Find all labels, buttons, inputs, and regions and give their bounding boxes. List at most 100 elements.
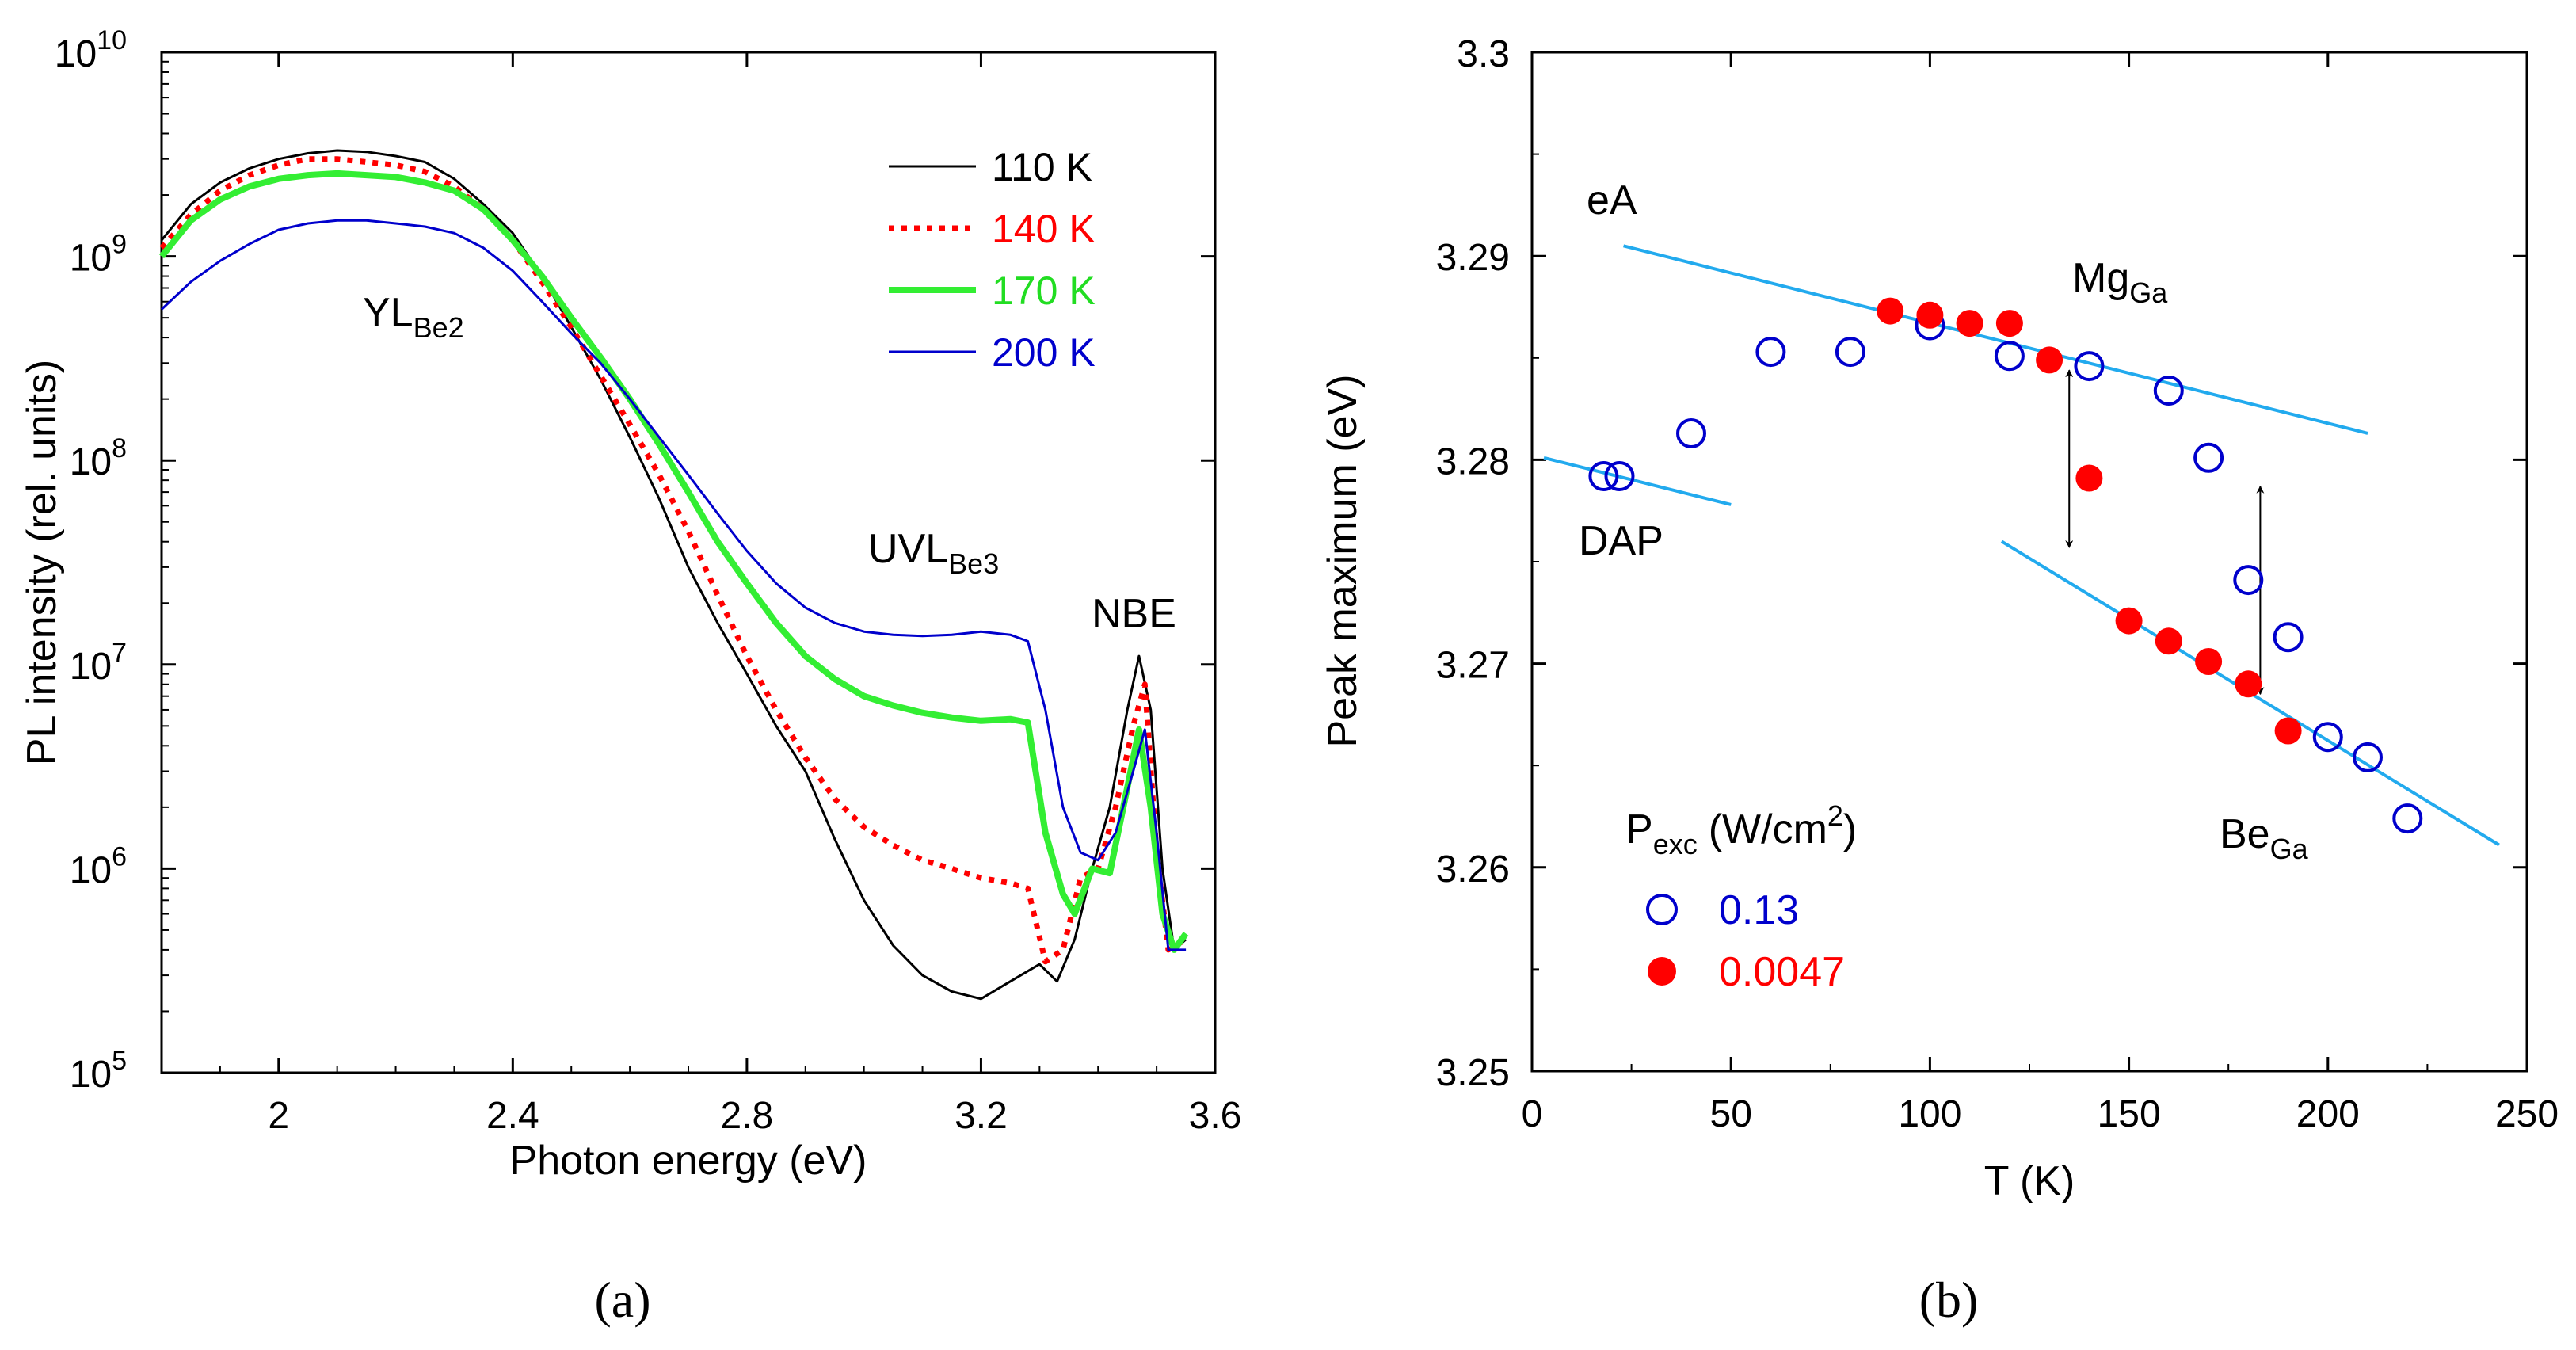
data-point-filled [2274,717,2302,745]
x-tick-label-b: 100 [1898,1093,1961,1135]
x-tick-label-a: 2.4 [486,1095,539,1137]
data-point-filled [1916,301,1944,329]
legend-b-marker-filled [1648,957,1676,986]
x-axis-label-a: Photon energy (eV) [510,1138,867,1184]
fit-line-dap [1543,456,1732,506]
x-tick-label-a: 2 [268,1095,289,1137]
y-tick-label-a-exp: 5 [112,1046,127,1076]
series-lines-a [158,149,1189,1001]
legend-a: 110 K 140 K 170 K 200 K [889,145,1096,375]
y-tick-label-b: 3.26 [1436,849,1510,890]
series-line-200-k [160,219,1187,951]
data-point-filled [1995,310,2023,338]
annotation-dap: DAP [1579,518,1663,564]
data-point-open [2273,622,2304,653]
y-tick-label-a-base: 10 [70,441,112,483]
fit-line-ea [1623,244,2368,435]
annotation-nbe: NBE [1092,591,1176,637]
annotation-yl-sub: Be2 [413,311,464,344]
data-point-filled [2115,607,2143,635]
annotation-ea: eA [1587,177,1637,223]
annotation-be-main: Be [2220,811,2270,857]
x-tick-label-b: 200 [2296,1093,2360,1135]
legend-b-title: Pexc (W/cm2) [1625,799,1857,860]
y-tick-label-a: 106 [70,841,127,891]
x-tick-label-a: 2.8 [721,1095,774,1137]
y-tick-label-a: 107 [70,638,127,688]
y-tick-label-a-exp: 9 [112,230,127,260]
annotation-uvl-main: UVL [868,526,948,572]
data-point-filled [2075,464,2103,492]
annotation-mg-main: Mg [2072,255,2129,301]
legend-a-label: 140 K [992,207,1096,251]
data-point-open [1676,418,1706,448]
legend-b-marker-open [1646,894,1678,925]
data-point-open [1835,337,1865,368]
y-tick-label-b: 3.28 [1436,440,1510,482]
data-point-filled [1956,310,1983,338]
legend-b-label-0: 0.13 [1719,887,1799,933]
data-point-filled [2036,346,2063,374]
legend-b-label-1: 0.0047 [1719,949,1845,995]
data-point-filled [2155,627,2182,655]
annotation-uvl-sub: Be3 [948,547,999,580]
annotation-be-ga: BeGa [2220,811,2309,865]
data-point-open [2074,351,2105,382]
plot-area-b [1530,51,2528,1073]
annotation-mg-sub: Ga [2129,276,2168,309]
series-line-110-k [160,149,1187,1001]
legend-a-label: 200 K [992,330,1096,375]
legend-b-title-rest: (W/cm [1709,807,1827,852]
y-tick-label-a-base: 10 [70,849,112,891]
data-point-open [1994,341,2025,372]
y-tick-label-a-exp: 7 [112,638,127,668]
y-axis-label-b: Peak maximum (eV) [1320,375,1366,748]
panel-label-a: (a) [594,1272,650,1328]
plot-area-a [160,51,1217,1074]
y-tick-label-a-base: 10 [70,646,112,688]
data-point-open [2392,803,2423,834]
y-tick-label-a-exp: 8 [112,433,127,463]
annotation-be-sub: Ga [2270,833,2309,865]
legend-b-title-close: ) [1843,807,1857,852]
x-tick-label-b: 50 [1710,1093,1752,1135]
series-line-170-k [158,170,1189,953]
y-tick-label-a-base: 10 [70,1054,112,1096]
panel-b: 0 50 100 150 200 250 3.25 3.26 3.27 3.28 3.29 3.3 T… [1320,33,2559,1328]
y-tick-label-b: 3.29 [1436,237,1510,279]
y-tick-label-a-exp: 10 [97,25,127,55]
axis-ticks-b: 0 50 100 150 200 250 3.25 3.26 3.27 3.28 3.29 3.3 [1436,33,2559,1135]
annotation-mg-ga: MgGa [2072,255,2168,309]
x-axis-label-b: T (K) [1984,1158,2075,1204]
y-tick-label-a-base: 10 [55,33,97,75]
x-tick-label-a: 3.6 [1189,1095,1242,1137]
legend-b: Pexc (W/cm2) 0.13 0.0047 [1625,799,1857,995]
y-tick-label-a-exp: 6 [112,841,127,871]
data-point-filled [2235,670,2262,698]
legend-a-label: 110 K [992,145,1092,189]
y-tick-label-a: 109 [70,230,127,280]
data-point-filled [2195,648,2223,675]
data-points-b [1588,297,2423,834]
legend-a-label: 170 K [992,269,1096,313]
legend-b-title-sup: 2 [1827,799,1843,832]
annotation-uvl-be3: UVLBe3 [868,526,999,580]
y-tick-label-a: 108 [70,433,127,483]
y-axis-label-a: PL intensity (rel. units) [19,360,65,765]
annotation-yl-be2: YLBe2 [363,290,464,344]
y-tick-label-b: 3.27 [1436,645,1510,687]
data-point-open [2312,722,2343,753]
data-point-filled [1877,297,1904,325]
data-point-open [1588,461,1619,491]
y-tick-label-a-base: 10 [70,238,112,280]
arrows-b [2065,369,2265,696]
annotation-yl-main: YL [363,290,413,336]
y-tick-label-a: 105 [70,1046,127,1096]
x-tick-label-b: 0 [1522,1093,1543,1135]
y-tick-label-b: 3.3 [1457,33,1510,75]
x-tick-label-b: 250 [2495,1093,2559,1135]
legend-b-title-p: P [1625,807,1653,852]
y-tick-label-a: 1010 [55,25,127,75]
